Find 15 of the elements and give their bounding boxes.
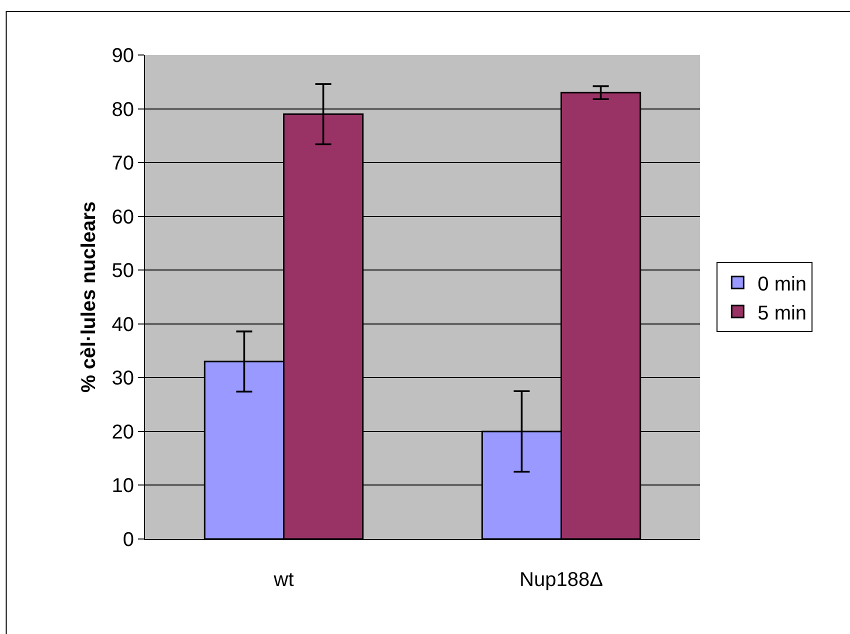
y-tick-label: 30 bbox=[112, 368, 134, 390]
x-tick-label: Nup188Δ bbox=[520, 569, 603, 591]
y-tick-label: 40 bbox=[112, 314, 134, 336]
y-tick-label: 90 bbox=[112, 45, 134, 67]
y-tick-label: 80 bbox=[112, 98, 134, 121]
y-tick-label: 10 bbox=[112, 475, 134, 498]
y-tick-label: 0 bbox=[122, 529, 134, 551]
x-tick-label: wt bbox=[272, 569, 294, 591]
y-tick-label: 50 bbox=[112, 260, 134, 282]
legend-label: 0 min bbox=[758, 273, 807, 296]
y-tick-label: 70 bbox=[112, 152, 134, 175]
y-tick-label: 20 bbox=[112, 421, 134, 444]
legend-label: 5 min bbox=[758, 302, 807, 324]
y-axis-title: % cèl·lules nuclears bbox=[78, 201, 100, 393]
y-tick-label: 60 bbox=[112, 206, 134, 228]
